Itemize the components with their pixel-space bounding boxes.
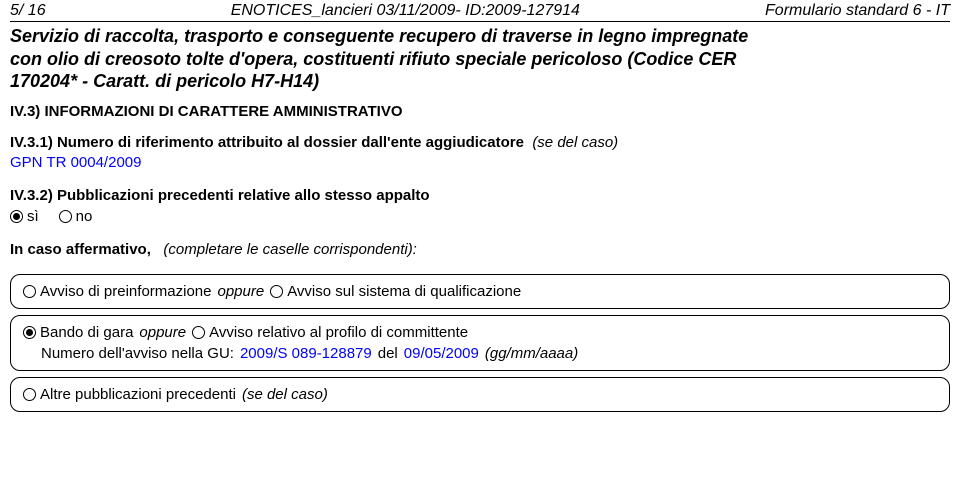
gu-format: (gg/mm/aaaa) — [485, 345, 578, 362]
iv31-note: (se del caso) — [532, 134, 618, 151]
affirm-label: In caso affermativo, — [10, 241, 151, 258]
box-other: Altre pubblicazioni precedenti (se del c… — [10, 377, 950, 412]
iv31-label: IV.3.1) Numero di riferimento attribuito… — [10, 134, 524, 151]
section-iv3-head: IV.3) INFORMAZIONI DI CARATTERE AMMINIST… — [10, 103, 950, 120]
page-number: 5/ 16 — [10, 2, 46, 20]
box1-a: Avviso di preinformazione — [40, 283, 211, 300]
affirm-note: (completare le caselle corrispondenti): — [163, 241, 416, 258]
document-title: Servizio di raccolta, trasporto e conseg… — [10, 25, 950, 93]
iv31-block: IV.3.1) Numero di riferimento attribuito… — [10, 134, 950, 171]
box1-b: Avviso sul sistema di qualificazione — [287, 283, 521, 300]
iv32-no-label: no — [76, 208, 93, 225]
radio-empty-icon — [192, 326, 205, 339]
iv32-yes-label: sì — [27, 208, 39, 225]
gu-label: Numero dell'avviso nella GU: — [41, 345, 234, 362]
box-preinfo: Avviso di preinformazione oppure Avviso … — [10, 274, 950, 309]
radio-filled-icon — [10, 210, 23, 223]
iv31-value: GPN TR 0004/2009 — [10, 154, 950, 171]
box2-b: Avviso relativo al profilo di committent… — [209, 324, 468, 341]
page-header: 5/ 16 ENOTICES_lancieri 03/11/2009- ID:2… — [10, 0, 950, 21]
iv32-radio-yes[interactable]: sì — [10, 208, 39, 225]
option-boxes: Avviso di preinformazione oppure Avviso … — [10, 274, 950, 412]
radio-empty-icon — [23, 285, 36, 298]
box1-oppure: oppure — [217, 283, 264, 300]
radio-qualification[interactable]: Avviso sul sistema di qualificazione — [270, 283, 521, 300]
title-line2: con olio di creosoto tolte d'opera, cost… — [10, 48, 950, 71]
header-rule — [10, 21, 950, 22]
radio-bando[interactable]: Bando di gara — [23, 324, 133, 341]
iv32-radio-group: sì no — [10, 208, 950, 225]
iv32-block: IV.3.2) Pubblicazioni precedenti relativ… — [10, 187, 950, 225]
radio-filled-icon — [23, 326, 36, 339]
radio-empty-icon — [23, 388, 36, 401]
affirm-row: In caso affermativo, (completare le case… — [10, 241, 950, 258]
title-line3: 170204* - Caratt. di pericolo H7-H14) — [10, 70, 950, 93]
box-bando: Bando di gara oppure Avviso relativo al … — [10, 315, 950, 371]
box2-oppure: oppure — [139, 324, 186, 341]
iv32-label: IV.3.2) Pubblicazioni precedenti relativ… — [10, 187, 950, 204]
iv32-radio-no[interactable]: no — [59, 208, 93, 225]
box3-a: Altre pubblicazioni precedenti — [40, 386, 236, 403]
box2-a: Bando di gara — [40, 324, 133, 341]
title-line1: Servizio di raccolta, trasporto e conseg… — [10, 25, 950, 48]
radio-other[interactable]: Altre pubblicazioni precedenti — [23, 386, 236, 403]
doc-id: ENOTICES_lancieri 03/11/2009- ID:2009-12… — [231, 2, 580, 20]
radio-preinfo[interactable]: Avviso di preinformazione — [23, 283, 211, 300]
gu-del: del — [378, 345, 398, 362]
form-type: Formulario standard 6 - IT — [765, 2, 950, 20]
radio-profile[interactable]: Avviso relativo al profilo di committent… — [192, 324, 468, 341]
gu-number: 2009/S 089-128879 — [240, 345, 372, 362]
iv31-label-row: IV.3.1) Numero di riferimento attribuito… — [10, 134, 950, 151]
box3-note: (se del caso) — [242, 386, 328, 403]
radio-empty-icon — [59, 210, 72, 223]
gu-date: 09/05/2009 — [404, 345, 479, 362]
radio-empty-icon — [270, 285, 283, 298]
